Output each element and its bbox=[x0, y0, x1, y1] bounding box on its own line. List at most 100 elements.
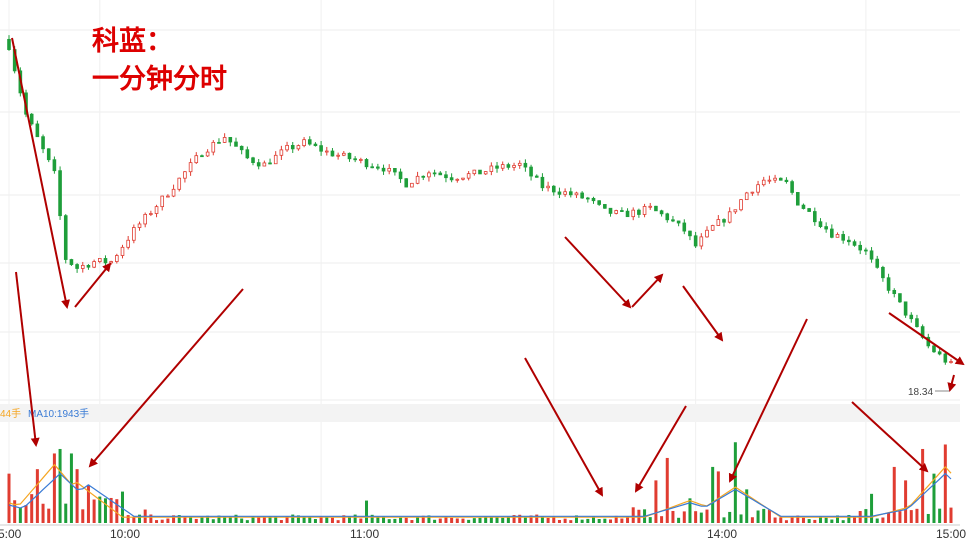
candle-body bbox=[648, 205, 653, 208]
candle-body bbox=[137, 223, 142, 228]
volume-bar bbox=[489, 517, 493, 523]
volume-bar bbox=[580, 519, 584, 523]
volume-bar bbox=[467, 519, 471, 523]
candle-body bbox=[574, 192, 579, 196]
volume-bar bbox=[7, 473, 11, 523]
annotation-arrow bbox=[728, 318, 808, 483]
annotation-arrow bbox=[564, 236, 632, 309]
candle-body bbox=[824, 226, 828, 230]
candle-body bbox=[427, 172, 431, 178]
candle-body bbox=[716, 219, 721, 226]
annotation-arrow bbox=[947, 374, 957, 392]
volume-bar bbox=[410, 520, 414, 523]
volume-bar bbox=[223, 516, 227, 523]
candle-body bbox=[932, 345, 936, 353]
volume-bar bbox=[30, 494, 34, 523]
volume-bar bbox=[138, 514, 142, 523]
candle-body bbox=[529, 166, 533, 177]
candle-body bbox=[387, 168, 392, 172]
volume-bar bbox=[421, 515, 425, 523]
volume-bar bbox=[540, 516, 544, 523]
candle-body bbox=[784, 179, 789, 183]
candle-body bbox=[415, 175, 420, 184]
volume-bar bbox=[433, 519, 437, 523]
candle-body bbox=[438, 172, 443, 176]
candle-body bbox=[869, 250, 874, 260]
candle-body bbox=[591, 197, 596, 202]
volume-ma5-line bbox=[8, 463, 952, 518]
volume-bar bbox=[177, 515, 181, 523]
volume-bar bbox=[387, 519, 391, 523]
candle-body bbox=[285, 145, 289, 151]
candle-body bbox=[359, 159, 363, 161]
volume-bar bbox=[767, 509, 771, 523]
candle-body bbox=[211, 141, 216, 153]
candle-body bbox=[109, 261, 113, 264]
volume-bar bbox=[881, 517, 885, 523]
candle-body bbox=[410, 182, 414, 188]
candle-body bbox=[534, 175, 539, 178]
candle-body bbox=[132, 227, 136, 241]
volume-bar bbox=[904, 480, 908, 523]
volume-bar bbox=[921, 448, 925, 523]
annotation-arrow bbox=[11, 37, 71, 309]
volume-bar bbox=[824, 517, 828, 523]
x-tick-1400: 14:00 bbox=[707, 527, 737, 541]
candle-body bbox=[761, 179, 766, 186]
candle-body bbox=[620, 210, 624, 212]
volume-bar bbox=[183, 516, 187, 523]
volume-bar bbox=[688, 498, 692, 523]
volume-bar bbox=[762, 508, 766, 523]
candle-body bbox=[58, 170, 62, 217]
candle-body bbox=[330, 150, 335, 157]
volume-bar bbox=[677, 517, 681, 523]
volume-bar bbox=[779, 517, 783, 523]
volume-bar bbox=[359, 518, 363, 523]
volume-bar bbox=[574, 515, 578, 523]
volume-bar bbox=[926, 513, 930, 523]
chart-title-line-2: 一分钟分时 bbox=[92, 64, 227, 95]
volume-bar bbox=[52, 453, 56, 523]
candle-body bbox=[886, 277, 891, 291]
volume-bar bbox=[484, 516, 488, 523]
candle-body bbox=[398, 171, 403, 180]
candle-body bbox=[654, 205, 658, 212]
volume-bar bbox=[603, 518, 607, 523]
volume-bar bbox=[557, 520, 561, 523]
volume-bar bbox=[796, 515, 800, 523]
candle-body bbox=[875, 258, 880, 268]
candle-body bbox=[302, 139, 306, 146]
volume-bar bbox=[773, 517, 777, 523]
volume-bar bbox=[81, 509, 85, 523]
annotation-arrows bbox=[11, 37, 965, 497]
candle-body bbox=[421, 175, 426, 178]
volume-bar bbox=[194, 518, 198, 523]
candle-body bbox=[744, 192, 749, 201]
candle-body bbox=[881, 266, 885, 279]
candle-body bbox=[290, 145, 295, 150]
volume-bar bbox=[274, 516, 278, 523]
candle-body bbox=[262, 162, 267, 167]
candle-body bbox=[336, 154, 340, 157]
volume-bar bbox=[438, 518, 442, 523]
volume-bar bbox=[24, 505, 28, 523]
volume-bar bbox=[376, 516, 380, 523]
volume-bars bbox=[7, 442, 953, 523]
volume-bar bbox=[353, 514, 357, 523]
volume-bar bbox=[478, 517, 482, 523]
volume-bar bbox=[211, 519, 215, 523]
candle-body bbox=[909, 314, 914, 320]
volume-bar bbox=[841, 520, 845, 523]
candle-body bbox=[69, 259, 74, 265]
volume-bar bbox=[217, 515, 221, 523]
chart-title-line-1: 科蓝： bbox=[92, 26, 173, 57]
volume-bar bbox=[733, 442, 737, 523]
candle-body bbox=[813, 211, 817, 223]
candle-body bbox=[342, 152, 346, 156]
candle-body bbox=[500, 164, 505, 169]
volume-bar bbox=[365, 500, 369, 523]
volume-bar bbox=[160, 519, 164, 523]
candle-body bbox=[546, 185, 550, 189]
volume-bar bbox=[586, 518, 590, 523]
